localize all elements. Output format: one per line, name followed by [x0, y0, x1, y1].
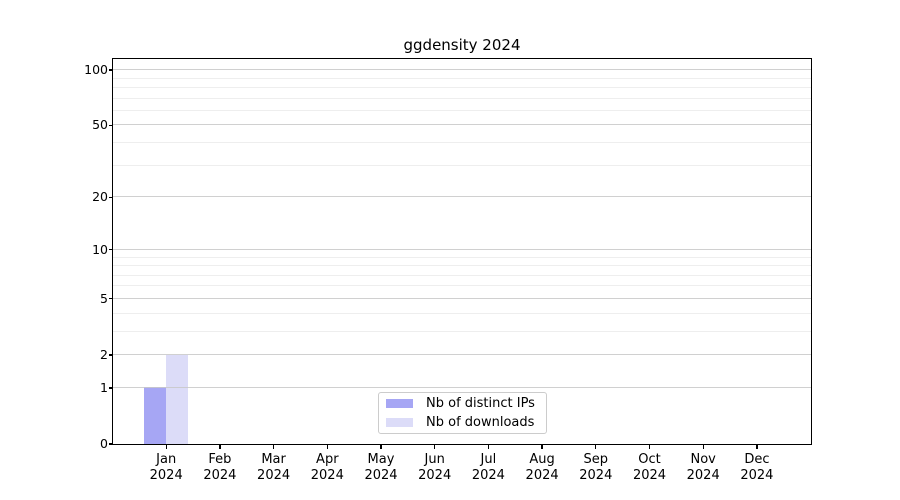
y-gridline-minor-6	[112, 285, 811, 287]
legend: Nb of distinct IPs Nb of downloads	[378, 392, 547, 434]
y-tick-label-5: 5	[100, 290, 108, 306]
y-gridline-minor-30	[112, 164, 811, 166]
x-tick-label-dec: Dec 2024	[740, 452, 774, 483]
chart-title: ggdensity 2024	[403, 36, 521, 54]
legend-swatch-distinct-ips	[386, 399, 413, 409]
y-gridline-minor-4	[112, 312, 811, 314]
x-tick-label-feb: Feb 2024	[203, 452, 237, 483]
x-tick-label-jun: Jun 2024	[418, 452, 452, 483]
x-tick-label-jul: Jul 2024	[471, 452, 505, 483]
y-tick-label-1: 1	[100, 379, 108, 395]
legend-swatch-downloads	[386, 417, 413, 427]
y-gridline-minor-3	[112, 330, 811, 332]
y-tick-label-0: 0	[100, 436, 108, 451]
y-tick-10	[108, 248, 113, 251]
x-tick-aug	[541, 444, 543, 449]
y-gridline-major-2	[112, 354, 811, 356]
bar-ips-jan-2024	[143, 387, 166, 444]
y-tick-label-50: 50	[92, 117, 108, 133]
x-tick-label-may: May 2024	[364, 452, 398, 483]
y-gridline-minor-8	[112, 265, 811, 267]
y-tick-100	[108, 69, 113, 71]
x-tick-label-sep: Sep 2024	[579, 452, 613, 483]
x-tick-oct	[648, 444, 651, 449]
y-tick-1	[108, 387, 113, 389]
legend-item-downloads: Nb of downloads	[386, 415, 546, 430]
x-tick-jul	[487, 444, 490, 449]
y-gridline-major-5	[112, 297, 811, 299]
legend-label-downloads: Nb of downloads	[426, 414, 535, 430]
x-tick-label-mar: Mar 2024	[257, 452, 291, 483]
legend-item-distinct-ips: Nb of distinct IPs	[386, 396, 546, 411]
y-gridline-major-1	[112, 386, 811, 388]
y-gridline-minor-7	[112, 274, 811, 276]
x-tick-dec	[756, 444, 758, 449]
y-gridline-minor-9	[112, 256, 811, 258]
x-tick-label-nov: Nov 2024	[686, 452, 720, 483]
y-tick-label-100: 100	[84, 61, 108, 77]
x-tick-jan	[165, 444, 167, 449]
x-tick-jun	[434, 444, 436, 449]
x-tick-nov	[702, 444, 704, 449]
y-tick-20	[108, 196, 113, 198]
y-tick-label-20: 20	[92, 189, 108, 205]
bar-downloads-jan-2024	[165, 354, 188, 444]
y-gridline-minor-80	[112, 86, 811, 88]
y-gridline-minor-60	[112, 109, 811, 111]
y-gridline-major-50	[112, 124, 811, 126]
y-tick-5	[108, 298, 113, 300]
x-tick-apr	[326, 444, 328, 449]
y-tick-label-2: 2	[100, 346, 108, 362]
x-tick-label-apr: Apr 2024	[310, 452, 344, 483]
x-tick-may	[380, 444, 382, 449]
y-gridline-major-100	[112, 69, 811, 71]
x-tick-label-aug: Aug 2024	[525, 452, 559, 483]
y-gridline-minor-90	[112, 77, 811, 79]
y-gridline-minor-40	[112, 142, 811, 144]
y-gridline-major-10	[112, 248, 811, 250]
x-tick-sep	[595, 444, 597, 449]
plot-area	[111, 57, 812, 445]
y-tick-50	[108, 124, 113, 127]
y-gridline-minor-70	[112, 97, 811, 99]
y-tick-0	[108, 443, 113, 445]
y-tick-2	[108, 354, 113, 356]
x-tick-label-oct: Oct 2024	[632, 452, 667, 483]
y-gridline-major-20	[112, 196, 811, 198]
x-tick-mar	[272, 444, 275, 449]
legend-label-distinct-ips: Nb of distinct IPs	[426, 396, 535, 412]
x-tick-label-jan: Jan 2024	[149, 452, 183, 483]
y-tick-label-10: 10	[92, 241, 108, 257]
x-tick-feb	[219, 444, 221, 449]
